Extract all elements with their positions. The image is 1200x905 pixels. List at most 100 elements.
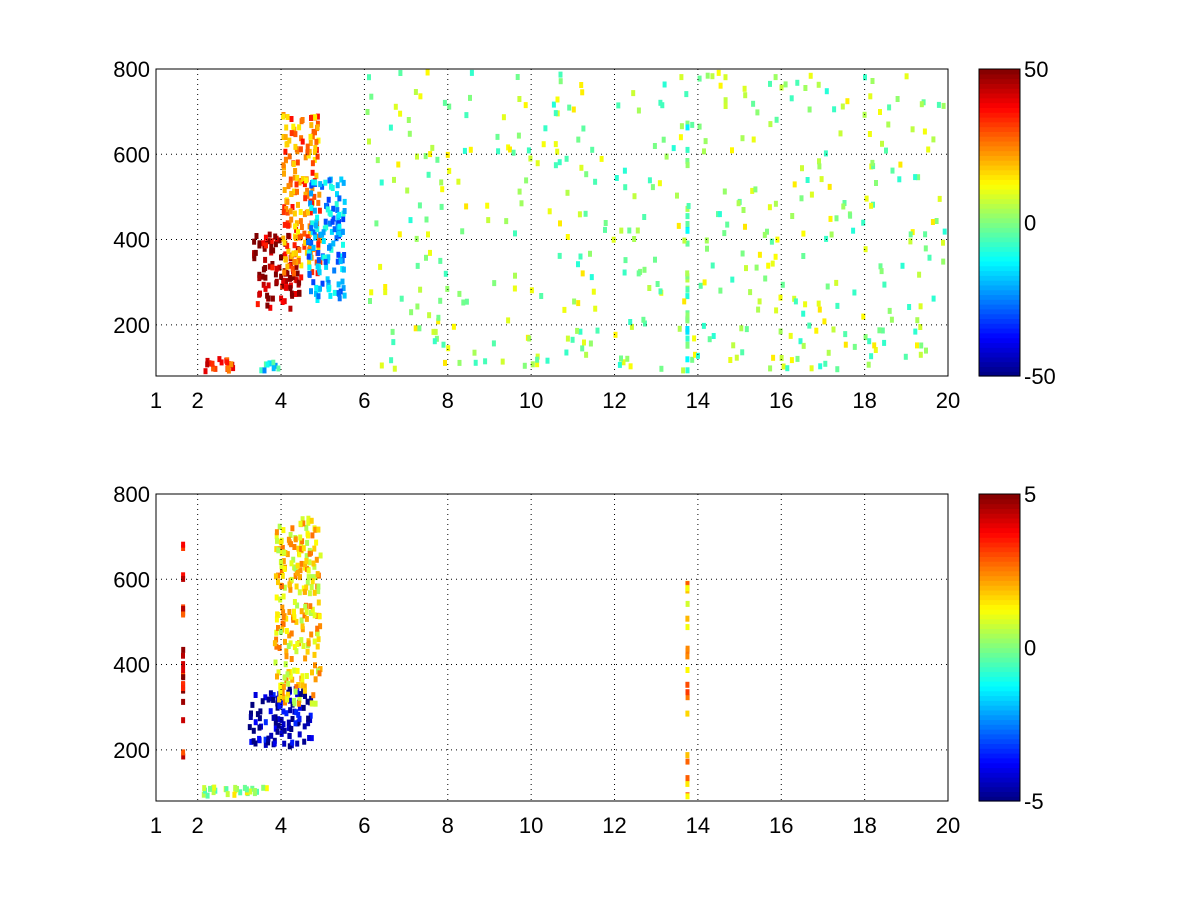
heatmap-cell xyxy=(622,167,627,174)
colorbar-step xyxy=(979,537,1020,543)
heatmap-cell xyxy=(275,611,280,618)
heatmap-cell xyxy=(286,643,291,649)
heatmap-cell xyxy=(335,229,340,236)
heatmap-cell xyxy=(405,187,410,194)
heatmap-cell xyxy=(698,282,703,289)
heatmap-cell xyxy=(248,714,253,720)
heatmap-cell xyxy=(281,277,286,284)
heatmap-cell xyxy=(315,124,320,131)
heatmap-cell xyxy=(801,253,806,259)
heatmap-cell xyxy=(424,216,429,223)
heatmap-cell xyxy=(676,222,681,229)
heatmap-cell xyxy=(281,282,286,289)
heatmap-cell xyxy=(636,107,641,114)
heatmap-cell xyxy=(274,643,279,650)
heatmap-cell xyxy=(261,784,266,791)
heatmap-cell xyxy=(280,299,285,305)
heatmap-cell xyxy=(270,264,275,271)
colorbar-step xyxy=(979,575,1020,581)
heatmap-cell xyxy=(279,550,284,557)
heatmap-cell xyxy=(664,153,669,160)
heatmap-cell xyxy=(262,245,267,252)
colorbar-step xyxy=(979,781,1020,788)
heatmap-cell xyxy=(303,154,308,161)
heatmap-cell xyxy=(292,242,297,249)
heatmap-cell xyxy=(941,102,946,109)
heatmap-cell xyxy=(882,339,887,346)
heatmap-cell xyxy=(464,203,469,210)
heatmap-cell xyxy=(457,290,462,297)
heatmap-cell xyxy=(679,123,684,130)
heatmap-cell xyxy=(181,674,186,681)
heatmap-cell xyxy=(750,187,755,194)
heatmap-cell xyxy=(468,146,473,153)
heatmap-cell xyxy=(309,735,314,742)
heatmap-cell xyxy=(707,336,712,343)
heatmap-cell xyxy=(781,363,786,370)
heatmap-cell xyxy=(285,242,290,249)
heatmap-cell xyxy=(181,667,186,673)
heatmap-cell xyxy=(282,170,286,177)
colorbar-step xyxy=(979,676,1020,682)
heatmap-cell xyxy=(294,618,299,625)
heatmap-cell xyxy=(299,262,304,269)
heatmap-cell xyxy=(369,93,374,100)
heatmap-cell xyxy=(625,355,630,362)
heatmap-cell xyxy=(622,269,627,276)
heatmap-cell xyxy=(427,312,432,319)
heatmap-cell xyxy=(283,134,288,141)
colorbar-tick-label: -5 xyxy=(1024,789,1044,814)
heatmap-cell xyxy=(292,174,297,181)
heatmap-cell xyxy=(310,133,315,140)
colorbar-step xyxy=(979,78,1020,84)
heatmap-cell xyxy=(923,231,928,238)
heatmap-cell xyxy=(181,575,186,582)
heatmap-cell xyxy=(280,725,285,732)
x-tick-label: 16 xyxy=(769,388,793,413)
heatmap-cell xyxy=(941,239,945,246)
heatmap-cell xyxy=(337,290,341,297)
heatmap-cell xyxy=(873,347,878,353)
heatmap-cell xyxy=(249,710,253,717)
heatmap-cell xyxy=(229,361,234,368)
colorbar-step xyxy=(979,709,1020,716)
heatmap-cell xyxy=(309,182,314,189)
heatmap-cell xyxy=(773,74,778,81)
heatmap-cell xyxy=(295,174,300,181)
heatmap-cell xyxy=(279,730,284,737)
heatmap-cell xyxy=(286,536,291,543)
colorbar-step xyxy=(979,551,1020,557)
heatmap-cell xyxy=(307,590,312,597)
heatmap-cell xyxy=(181,698,186,705)
x-tick-label: 8 xyxy=(442,388,454,413)
heatmap-cell xyxy=(941,258,946,265)
heatmap-cell xyxy=(278,687,283,694)
x-tick-label: 12 xyxy=(602,813,626,838)
heatmap-cell xyxy=(288,275,293,281)
heatmap-cell xyxy=(803,85,808,91)
heatmap-cell xyxy=(451,323,456,330)
heatmap-cell xyxy=(338,230,343,237)
colorbar-step xyxy=(979,522,1020,529)
heatmap-cell xyxy=(300,682,305,689)
heatmap-cell xyxy=(774,307,779,314)
heatmap-cell xyxy=(279,563,284,570)
colorbar-step xyxy=(979,188,1020,195)
heatmap-cell xyxy=(303,239,308,246)
heatmap-cell xyxy=(276,365,281,372)
heatmap-cell xyxy=(300,138,305,145)
heatmap-cell xyxy=(685,326,690,332)
heatmap-cell xyxy=(309,122,314,129)
heatmap-cell xyxy=(685,158,690,164)
heatmap-cell xyxy=(379,179,384,186)
heatmap-cell xyxy=(302,211,307,218)
heatmap-cell xyxy=(293,143,298,150)
heatmap-cell xyxy=(501,114,506,121)
heatmap-cell xyxy=(270,261,275,267)
heatmap-cell xyxy=(653,256,657,263)
heatmap-cell xyxy=(778,294,783,301)
colorbar-step xyxy=(979,361,1020,368)
heatmap-cell xyxy=(685,780,690,787)
heatmap-cell xyxy=(565,189,570,196)
heatmap-cell xyxy=(915,342,919,349)
